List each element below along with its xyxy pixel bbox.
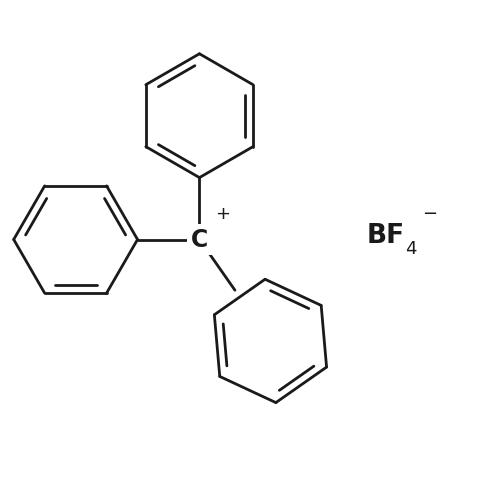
- Text: C: C: [191, 228, 208, 251]
- Text: 4: 4: [405, 240, 416, 258]
- Text: BF: BF: [367, 223, 405, 249]
- Text: +: +: [216, 205, 230, 224]
- Text: −: −: [422, 205, 437, 223]
